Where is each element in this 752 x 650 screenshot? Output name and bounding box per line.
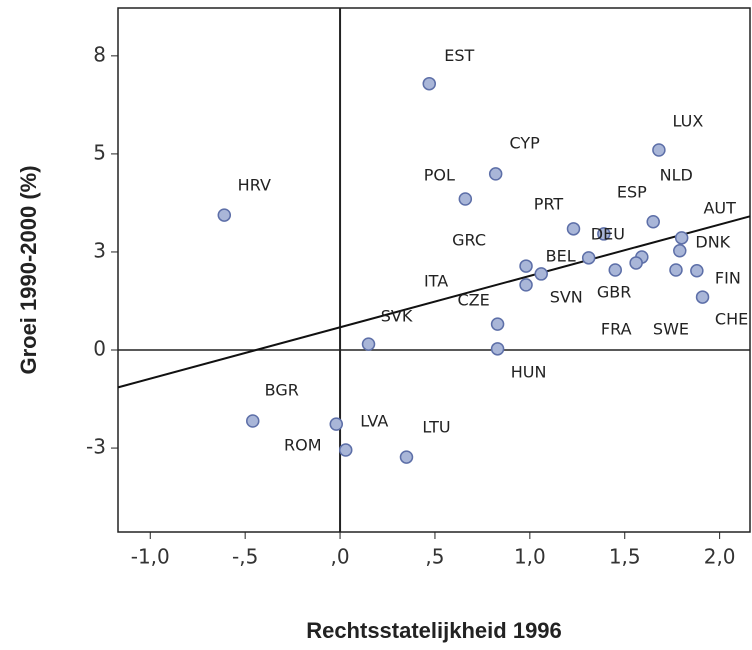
point — [399, 450, 414, 464]
point — [597, 227, 611, 241]
x-tick-label: -,5 — [232, 545, 258, 569]
point-label: ITA — [424, 271, 448, 290]
point-label: SWE — [653, 320, 689, 339]
point — [422, 76, 437, 91]
y-axis-title: Groei 1990-2000 (%) — [16, 165, 41, 374]
point — [629, 256, 643, 270]
point — [519, 278, 533, 292]
point-label: BEL — [546, 246, 576, 265]
point — [695, 290, 710, 304]
point-label: FIN — [715, 268, 741, 287]
x-tick-label: ,0 — [331, 545, 350, 569]
point-label: LVA — [360, 412, 388, 431]
x-tick-label: 1,0 — [514, 545, 546, 569]
point-label: LUX — [673, 111, 704, 130]
x-tick-label: 1,5 — [609, 545, 641, 569]
point — [652, 143, 666, 157]
point-label: SVK — [381, 307, 413, 326]
point-label: SVN — [550, 287, 583, 306]
point-label: GRC — [452, 231, 486, 250]
point-label: AUT — [703, 198, 736, 217]
point-label: DEU — [591, 224, 625, 243]
point-label: ESP — [617, 183, 647, 202]
point-label: DNK — [695, 232, 730, 251]
point-label: LTU — [422, 418, 450, 437]
point-label: CHE — [715, 310, 748, 329]
point — [361, 337, 376, 351]
point — [534, 267, 548, 281]
point — [674, 231, 689, 245]
point — [566, 222, 581, 236]
y-tick-label: -3 — [86, 435, 106, 459]
point — [581, 251, 596, 265]
point-label: NLD — [660, 165, 693, 184]
point — [519, 259, 533, 273]
point-label: HUN — [511, 362, 547, 381]
point — [608, 263, 622, 277]
point-label: CZE — [457, 291, 489, 310]
point-label: HRV — [238, 176, 271, 195]
y-tick-label: 0 — [93, 337, 106, 361]
point — [673, 244, 687, 258]
point-label: POL — [424, 166, 455, 185]
point — [490, 317, 505, 331]
point — [246, 414, 260, 428]
x-tick-label: -1,0 — [131, 545, 170, 569]
point — [669, 263, 683, 277]
point-label: FRA — [601, 320, 632, 339]
point — [458, 192, 473, 206]
plot-area — [117, 7, 751, 533]
point — [488, 167, 503, 181]
point-label: ROM — [284, 436, 322, 455]
point — [217, 208, 232, 222]
point-label: PRT — [534, 194, 564, 213]
point — [338, 443, 353, 457]
x-tick-label: ,5 — [425, 545, 444, 569]
trend-line — [117, 215, 751, 389]
point — [490, 342, 505, 356]
point-label: BGR — [265, 381, 299, 400]
x-tick-label: 2,0 — [704, 545, 736, 569]
y-tick-label: 3 — [93, 238, 106, 262]
y-tick-label: 8 — [93, 42, 106, 66]
point — [646, 215, 660, 229]
point — [329, 417, 344, 431]
y-tick-label: 5 — [93, 140, 106, 164]
x-axis-title: Rechtsstatelijkheid 1996 — [306, 618, 562, 643]
point — [690, 264, 704, 278]
point-label: GBR — [597, 282, 632, 301]
point-label: CYP — [510, 133, 541, 152]
point-label: EST — [444, 46, 474, 65]
